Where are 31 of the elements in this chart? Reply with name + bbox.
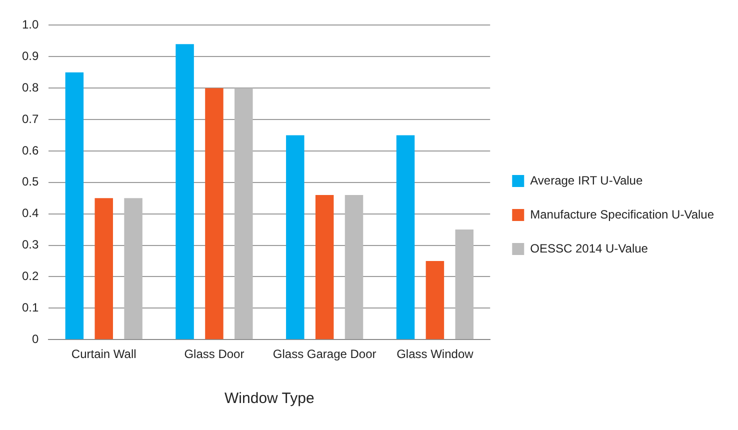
y-tick-label: 0.1 (22, 300, 39, 314)
y-tick-label: 0.8 (22, 80, 39, 94)
bar (205, 88, 224, 340)
y-tick-label: 0.4 (22, 206, 39, 220)
y-tick-label: 0.2 (22, 269, 39, 284)
x-tick-label: Curtain Wall (71, 347, 136, 362)
y-tick-label: 1.0 (22, 18, 39, 32)
y-tick-label: 0.6 (22, 143, 39, 158)
legend-label: Manufacture Specification U-Value (530, 207, 714, 222)
bar (426, 261, 444, 340)
bar (124, 198, 142, 340)
bar (94, 198, 113, 340)
y-tick-label: 0.7 (22, 112, 39, 126)
y-tick-label: 0 (32, 332, 39, 346)
y-tick-label: 0.5 (22, 174, 39, 189)
y-tick-label: 0.9 (22, 48, 39, 63)
x-axis-title: Window Type (224, 390, 314, 408)
legend-label: Average IRT U-Value (530, 173, 643, 188)
bar (286, 135, 304, 340)
y-tick-label: 0.3 (22, 238, 39, 252)
bar (344, 194, 364, 340)
x-tick-label: Glass Door (184, 347, 244, 362)
bar (396, 135, 415, 340)
legend-label: OESSC 2014 U-Value (530, 241, 648, 256)
bar (65, 72, 84, 340)
bar (176, 44, 194, 340)
bar (234, 88, 253, 340)
x-tick-label: Glass Window (396, 347, 474, 362)
x-tick-label: Glass Garage Door (272, 347, 376, 362)
bar (315, 194, 334, 340)
bar (455, 230, 474, 340)
